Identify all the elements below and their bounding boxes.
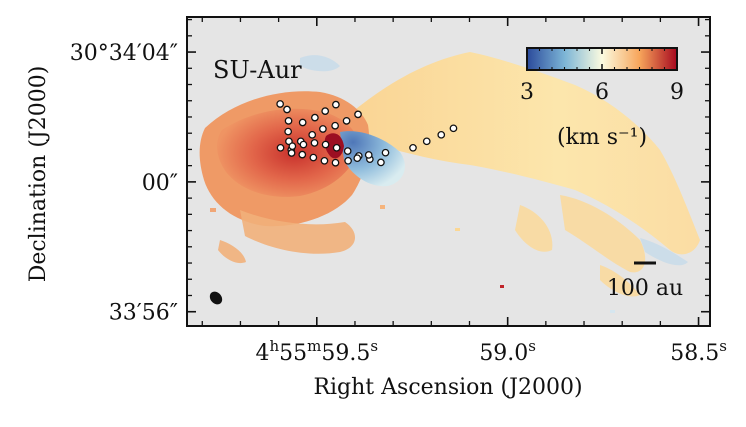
tail-5-marker bbox=[437, 130, 446, 139]
tail-5-marker bbox=[331, 158, 340, 167]
tick-number: 4 bbox=[255, 341, 269, 366]
emission-tail-patches bbox=[515, 195, 646, 297]
y-tick-label: 30°34′04″ bbox=[70, 41, 178, 66]
emission-noise bbox=[455, 228, 460, 231]
tail-1-marker bbox=[276, 100, 284, 108]
velocity-map-emission bbox=[199, 52, 700, 313]
tick-unit-superscript: s bbox=[719, 337, 727, 355]
emission-noise bbox=[210, 208, 216, 212]
tail-4-marker bbox=[343, 147, 352, 155]
emission-blue-wisp bbox=[300, 55, 688, 266]
tick-number: 59.5 bbox=[321, 341, 370, 366]
tail-4-marker bbox=[377, 158, 385, 167]
emission-noise bbox=[380, 205, 385, 209]
x-axis-label: Right Ascension (J2000) bbox=[313, 375, 582, 400]
tail-4-marker bbox=[288, 142, 297, 151]
tail-5-marker bbox=[298, 150, 307, 159]
colorbar: 3 6 9 (km s⁻¹) bbox=[520, 47, 684, 150]
tail-2-marker bbox=[321, 107, 330, 115]
colorbar-tick-label: 3 bbox=[520, 80, 534, 105]
emission-noise bbox=[500, 285, 504, 288]
tick-unit-superscript: m bbox=[307, 337, 321, 355]
tail-5-marker bbox=[381, 148, 390, 157]
tail-4-marker bbox=[299, 140, 308, 149]
tail-2-marker bbox=[311, 113, 319, 122]
y-axis-label: Declination (J2000) bbox=[26, 66, 51, 283]
emission-envelope-skirt bbox=[218, 210, 356, 264]
tail-5-marker bbox=[287, 149, 296, 157]
tick-number: 55 bbox=[279, 341, 307, 366]
x-tick-label: 59.0s bbox=[479, 337, 536, 366]
tail-4-marker bbox=[321, 140, 330, 149]
tail-4-marker bbox=[310, 139, 319, 147]
emission-noise bbox=[610, 310, 615, 313]
tail-5-marker bbox=[364, 151, 373, 159]
colorbar-tick-label: 6 bbox=[595, 80, 609, 105]
y-tick-label: 33′56″ bbox=[109, 301, 178, 326]
tail-5-marker bbox=[344, 156, 352, 165]
tick-unit-superscript: h bbox=[269, 337, 279, 355]
tail-5-marker bbox=[353, 154, 362, 163]
tick-unit-superscript: s bbox=[528, 337, 536, 355]
colorbar-tick-label: 9 bbox=[670, 80, 684, 105]
tail-3-marker bbox=[331, 121, 339, 130]
y-tick-label: 00″ bbox=[142, 171, 178, 196]
tail-4-marker bbox=[332, 143, 341, 152]
colorbar-label: (km s⁻¹) bbox=[557, 125, 647, 150]
tick-number: 59.0 bbox=[479, 341, 528, 366]
tail-1-marker bbox=[284, 127, 293, 136]
x-tick-label: 58.5s bbox=[670, 337, 727, 366]
tail-5-marker bbox=[449, 124, 458, 133]
tail-1-marker bbox=[284, 117, 293, 125]
beam-ellipse bbox=[209, 291, 223, 305]
tick-unit-superscript: s bbox=[370, 337, 378, 355]
x-tick-label: 4h55m59.5s bbox=[255, 337, 378, 366]
tail-3-marker bbox=[319, 125, 327, 133]
scale-bar: 100 au bbox=[607, 261, 683, 301]
plot-frame bbox=[186, 16, 711, 327]
tail-marker-layer bbox=[276, 100, 458, 167]
tail-3-marker bbox=[308, 130, 317, 139]
tail-3-marker bbox=[342, 117, 351, 125]
colorbar-ticks: 3 6 9 bbox=[520, 48, 684, 105]
object-label: SU-Aur bbox=[213, 56, 302, 84]
emission-tail-east bbox=[345, 52, 700, 255]
tail-4-marker bbox=[276, 143, 285, 152]
tail-5-marker bbox=[320, 156, 329, 165]
tail-1-marker bbox=[283, 105, 291, 114]
tail-2-marker bbox=[332, 100, 340, 109]
tick-number: 58.5 bbox=[670, 341, 719, 366]
tail-3-marker bbox=[354, 110, 362, 119]
tail-2-marker bbox=[298, 118, 307, 127]
tail-5-marker bbox=[309, 153, 318, 162]
scale-bar-label: 100 au bbox=[607, 276, 683, 301]
tail-5-marker bbox=[422, 137, 431, 146]
tail-5-marker bbox=[409, 143, 417, 152]
